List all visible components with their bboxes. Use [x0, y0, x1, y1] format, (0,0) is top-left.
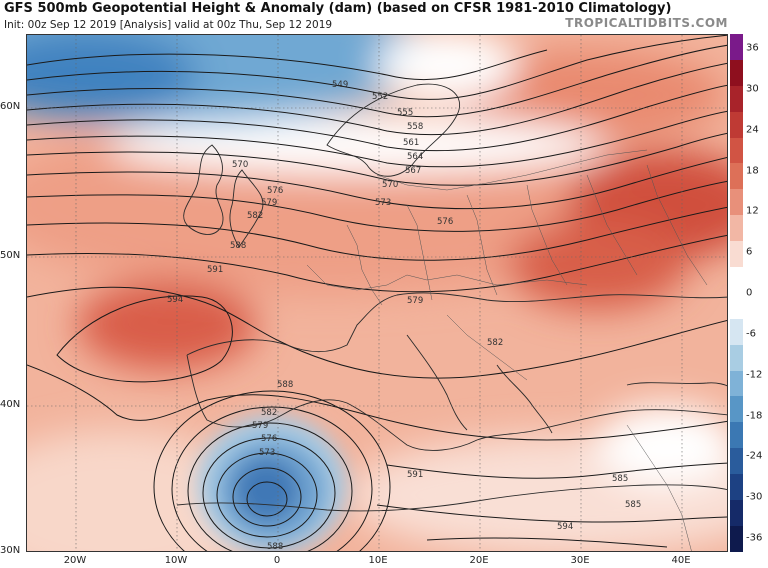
- southern-contours: [376, 462, 727, 548]
- contour-label: 582: [261, 408, 277, 418]
- colorbar-label: 0: [746, 287, 753, 299]
- colorbar-swatch: [730, 111, 743, 138]
- colorbar-swatch: [730, 189, 743, 216]
- contour-label: 567: [405, 166, 421, 176]
- graticule: [27, 35, 727, 551]
- colorbar-swatch: [730, 267, 743, 293]
- contour-label: 555: [397, 108, 413, 118]
- contour-label: 588: [267, 542, 283, 552]
- colorbar-swatch: [730, 292, 743, 319]
- contour-label: 585: [612, 474, 628, 484]
- contour-label: 588: [277, 380, 293, 390]
- chart-subtitle: Init: 00z Sep 12 2019 [Analysis] valid a…: [4, 19, 333, 31]
- contour-label: 594: [167, 295, 183, 305]
- lon-label-20w: 20W: [63, 555, 87, 566]
- colorbar-label: -24: [746, 450, 763, 462]
- contour-label: 570: [232, 160, 248, 170]
- colorbar-label: 36: [746, 42, 759, 54]
- contour-label: 576: [437, 217, 453, 227]
- lat-label-50n: 50N: [0, 250, 21, 261]
- contour-label: 579: [252, 421, 268, 431]
- colorbar-label: -12: [746, 369, 763, 381]
- colorbar-swatch: [730, 318, 743, 345]
- colorbar-swatch: [730, 422, 743, 449]
- colorbar-label: 30: [746, 83, 759, 95]
- contour-label: 591: [407, 470, 423, 480]
- borders: [306, 149, 708, 551]
- coastlines: [176, 83, 727, 512]
- colorbar-label: -30: [746, 491, 763, 503]
- lat-label-30n: 30N: [0, 545, 21, 556]
- colorbar-swatch: [730, 396, 743, 423]
- contour-label: 570: [382, 180, 398, 190]
- colorbar-swatch: [730, 215, 743, 242]
- colorbar-label: -6: [746, 328, 756, 340]
- colorbar-label: -36: [746, 532, 763, 544]
- contour-labels: 549 552 555 558 561 564 567 570 573 576 …: [167, 80, 641, 552]
- colorbar-swatch: [730, 500, 743, 526]
- colorbar-label: 24: [746, 124, 759, 136]
- colorbar-swatch: [730, 474, 743, 501]
- chart-title: GFS 500mb Geopotential Height & Anomaly …: [4, 1, 672, 16]
- colorbar-label: -18: [746, 410, 763, 421]
- cutoff-low-contours: [153, 390, 391, 551]
- brand-label: TROPICALTIDBITS.COM: [565, 16, 728, 30]
- anomaly-colorbar: [730, 34, 743, 552]
- colorbar-label: 18: [746, 165, 759, 176]
- anomaly-shading: [27, 35, 727, 551]
- lon-label-30e: 30E: [570, 555, 590, 566]
- colorbar-label: 12: [746, 205, 759, 217]
- contour-label: 564: [407, 152, 423, 162]
- contour-label: 591: [207, 265, 223, 275]
- colorbar-swatch: [730, 163, 743, 190]
- lon-label-40e: 40E: [671, 555, 691, 566]
- contour-label: 579: [407, 296, 423, 306]
- contour-label: 582: [247, 211, 263, 221]
- colorbar-swatch: [730, 525, 743, 552]
- colorbar-swatch: [730, 34, 743, 60]
- lat-label-40n: 40N: [0, 399, 21, 410]
- contour-label: 573: [259, 448, 275, 458]
- colorbar-swatch: [730, 344, 743, 371]
- contour-label: 594: [557, 522, 573, 532]
- colorbar-swatch: [730, 137, 743, 164]
- lon-label-10w: 10W: [164, 555, 188, 566]
- colorbar-swatch: [730, 241, 743, 268]
- lat-label-60n: 60N: [0, 101, 21, 112]
- colorbar-swatch: [730, 85, 743, 112]
- contour-label: 576: [267, 186, 283, 196]
- contour-label: 588: [230, 241, 246, 251]
- lon-label-20e: 20E: [469, 555, 489, 566]
- colorbar-swatch: [730, 370, 743, 397]
- contour-label: 585: [625, 500, 641, 510]
- contour-label: 561: [403, 138, 419, 148]
- map-panel: 549 552 555 558 561 564 567 570 573 576 …: [26, 34, 728, 552]
- contour-label: 582: [487, 338, 503, 348]
- lon-label-10e: 10E: [368, 555, 388, 566]
- contour-label: 552: [372, 92, 388, 102]
- colorbar-swatch: [730, 448, 743, 475]
- contour-label: 576: [261, 434, 277, 444]
- contour-label: 573: [375, 198, 391, 208]
- contour-label: 549: [332, 80, 348, 90]
- colorbar-swatch: [730, 59, 743, 86]
- colorbar-label: 6: [746, 246, 753, 258]
- contour-label: 579: [261, 198, 277, 208]
- contour-label: 558: [407, 122, 423, 132]
- lon-label-0: 0: [273, 555, 281, 566]
